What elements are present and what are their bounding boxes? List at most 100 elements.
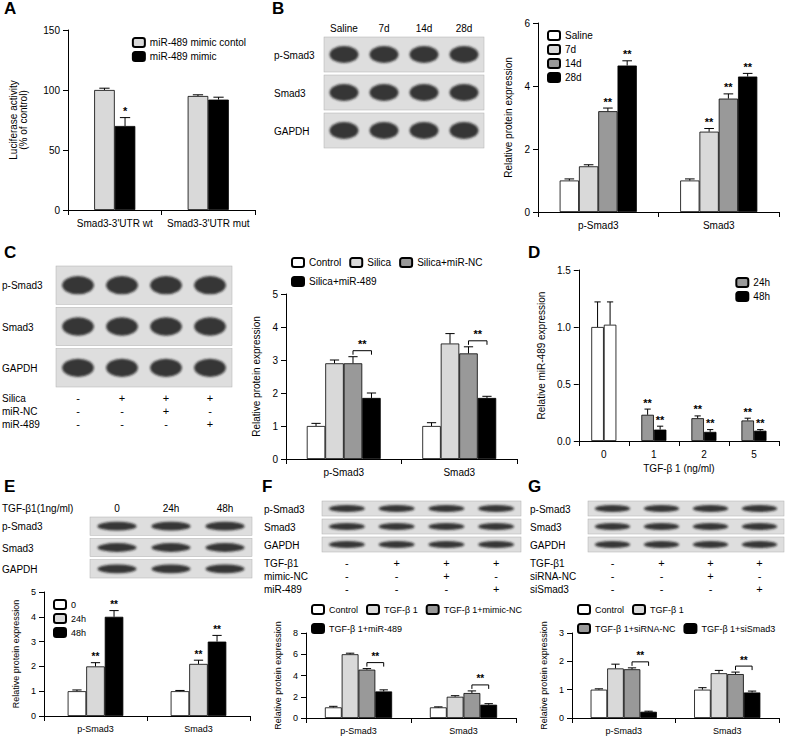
- svg-text:miR-489: miR-489: [2, 419, 40, 430]
- svg-text:-: -: [120, 405, 124, 417]
- svg-text:Relative protein expression: Relative protein expression: [503, 57, 514, 178]
- svg-text:-: -: [345, 570, 349, 582]
- svg-text:-: -: [709, 583, 713, 595]
- svg-text:-: -: [445, 583, 449, 595]
- svg-text:Smad3: Smad3: [530, 522, 562, 533]
- svg-text:GAPDH: GAPDH: [2, 363, 38, 374]
- svg-text:Relative miR-489 expression: Relative miR-489 expression: [536, 292, 547, 420]
- svg-text:TGF-β1: TGF-β1: [264, 558, 299, 569]
- svg-text:TGF-β 1+siSmad3: TGF-β 1+siSmad3: [701, 624, 775, 634]
- svg-text:1: 1: [651, 449, 657, 460]
- svg-text:Saline: Saline: [565, 30, 593, 41]
- svg-text:Control: Control: [309, 257, 341, 268]
- svg-text:TGF-β 1 (ng/ml): TGF-β 1 (ng/ml): [643, 463, 714, 474]
- svg-text:+: +: [707, 570, 713, 582]
- svg-text:+: +: [207, 418, 213, 430]
- svg-text:Smad3: Smad3: [274, 88, 306, 99]
- svg-text:-: -: [494, 570, 498, 582]
- svg-text:0: 0: [524, 207, 530, 218]
- svg-text:1: 1: [31, 686, 36, 696]
- svg-text:1.5: 1.5: [557, 265, 571, 276]
- svg-text:miR-NC: miR-NC: [2, 406, 38, 417]
- svg-text:Silica: Silica: [367, 257, 391, 268]
- svg-text:-: -: [76, 392, 80, 404]
- svg-text:**: **: [476, 673, 484, 684]
- svg-text:siSmad3: siSmad3: [530, 584, 569, 595]
- svg-text:1.0: 1.0: [557, 322, 571, 333]
- svg-text:28d: 28d: [456, 23, 473, 34]
- svg-text:5: 5: [272, 289, 278, 300]
- svg-text:Relative protein expression: Relative protein expression: [273, 621, 283, 730]
- svg-text:**: **: [743, 406, 752, 418]
- svg-text:0: 0: [54, 205, 60, 216]
- svg-text:p-Smad3: p-Smad3: [264, 504, 305, 515]
- svg-text:TGF-β1: TGF-β1: [530, 558, 565, 569]
- svg-text:14d: 14d: [565, 58, 582, 69]
- svg-text:-: -: [660, 583, 664, 595]
- svg-text:**: **: [743, 61, 752, 73]
- svg-text:p-Smad3: p-Smad3: [274, 50, 315, 61]
- svg-text:+: +: [163, 405, 169, 417]
- svg-text:50: 50: [49, 145, 61, 156]
- svg-text:8: 8: [293, 628, 298, 638]
- svg-text:TGF-β 1: TGF-β 1: [650, 605, 684, 615]
- svg-text:2: 2: [524, 144, 530, 155]
- svg-text:*: *: [123, 105, 128, 117]
- svg-text:-: -: [120, 418, 124, 430]
- svg-text:p-Smad3: p-Smad3: [530, 504, 571, 515]
- svg-text:mimic-NC: mimic-NC: [264, 571, 308, 582]
- svg-text:**: **: [110, 599, 118, 610]
- svg-text:**: **: [213, 624, 221, 635]
- svg-text:1: 1: [559, 685, 564, 695]
- svg-text:**: **: [706, 417, 715, 429]
- svg-text:0.5: 0.5: [557, 379, 571, 390]
- svg-text:+: +: [207, 392, 213, 404]
- svg-text:-: -: [395, 570, 399, 582]
- svg-text:4: 4: [524, 81, 530, 92]
- svg-text:GAPDH: GAPDH: [264, 540, 300, 551]
- svg-text:-: -: [208, 405, 212, 417]
- svg-text:TGF-β 1+miR-489: TGF-β 1+miR-489: [329, 624, 402, 634]
- svg-text:48h: 48h: [217, 503, 234, 514]
- svg-text:-: -: [345, 557, 349, 569]
- svg-text:Smad3-3'UTR wt: Smad3-3'UTR wt: [77, 218, 153, 229]
- svg-text:miR-489 mimic: miR-489 mimic: [150, 51, 217, 62]
- svg-text:GAPDH: GAPDH: [530, 540, 566, 551]
- svg-text:3: 3: [559, 628, 564, 638]
- svg-text:Smad3: Smad3: [449, 726, 478, 736]
- svg-text:Smad3: Smad3: [184, 724, 213, 734]
- svg-text:-: -: [758, 570, 762, 582]
- svg-text:Silica: Silica: [2, 393, 26, 404]
- svg-text:**: **: [371, 651, 379, 662]
- svg-text:-: -: [660, 570, 664, 582]
- svg-text:Smad3: Smad3: [443, 467, 475, 478]
- svg-text:**: **: [693, 403, 702, 415]
- svg-text:miR-489: miR-489: [264, 584, 302, 595]
- svg-text:**: **: [195, 649, 203, 660]
- svg-text:-: -: [76, 418, 80, 430]
- svg-text:5: 5: [751, 449, 757, 460]
- svg-text:48h: 48h: [71, 628, 86, 638]
- svg-text:miR-489 mimic contol: miR-489 mimic contol: [150, 37, 246, 48]
- svg-text:4: 4: [293, 671, 298, 681]
- svg-text:-: -: [611, 583, 615, 595]
- svg-text:24h: 24h: [71, 614, 86, 624]
- svg-text:0: 0: [559, 713, 564, 723]
- svg-text:+: +: [493, 557, 499, 569]
- svg-text:+: +: [493, 583, 499, 595]
- svg-text:Smad3: Smad3: [713, 726, 742, 736]
- svg-text:0: 0: [114, 503, 120, 514]
- svg-text:Smad3: Smad3: [264, 522, 296, 533]
- svg-text:2: 2: [272, 388, 278, 399]
- svg-text:+: +: [393, 557, 399, 569]
- svg-text:-: -: [395, 583, 399, 595]
- svg-text:3: 3: [272, 355, 278, 366]
- svg-text:7d: 7d: [565, 44, 576, 55]
- svg-text:Silica+miR-NC: Silica+miR-NC: [417, 257, 482, 268]
- svg-text:**: **: [724, 81, 733, 93]
- svg-text:p-Smad3: p-Smad3: [605, 726, 642, 736]
- svg-text:-: -: [76, 405, 80, 417]
- svg-text:**: **: [636, 650, 644, 661]
- svg-text:4: 4: [272, 322, 278, 333]
- svg-text:Smad3-3'UTR mut: Smad3-3'UTR mut: [167, 218, 250, 229]
